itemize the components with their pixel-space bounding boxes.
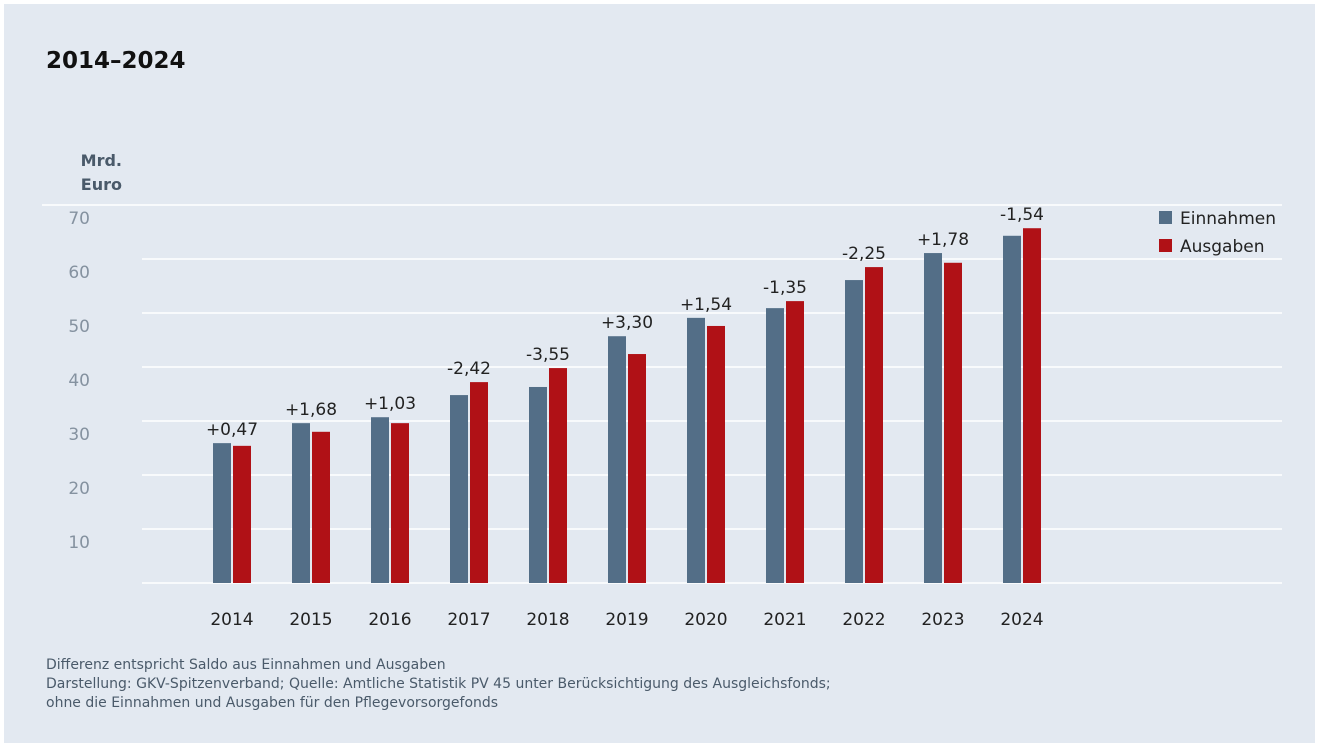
legend-label-ausgaben: Ausgaben	[1180, 237, 1265, 257]
x-tick-label: 2020	[684, 610, 727, 630]
legend-label-einnahmen: Einnahmen	[1180, 209, 1276, 229]
bar-ausgaben	[628, 354, 646, 583]
y-tick-label: 20	[68, 479, 90, 499]
bar-ausgaben	[391, 423, 409, 583]
x-tick-label: 2016	[368, 610, 411, 630]
y-tick-label: 50	[68, 317, 90, 337]
data-label: -1,54	[1000, 205, 1044, 225]
y-tick-label: 30	[68, 425, 90, 445]
data-label: +1,68	[285, 400, 337, 420]
bar-ausgaben	[944, 262, 962, 583]
x-tick-label: 2019	[605, 610, 648, 630]
footnote: ohne die Einnahmen und Ausgaben für den …	[46, 695, 499, 711]
bar-einnahmen	[450, 395, 468, 583]
bar-ausgaben	[707, 325, 725, 583]
bar-einnahmen	[529, 386, 547, 583]
chart-title: 2014–2024	[46, 48, 186, 74]
data-label: +3,30	[601, 313, 653, 333]
legend-swatch-ausgaben	[1159, 239, 1172, 252]
data-label: +1,78	[917, 230, 969, 250]
bar-ausgaben	[312, 431, 330, 583]
x-tick-label: 2023	[921, 610, 964, 630]
y-tick-label: 10	[68, 533, 90, 553]
footnotes: Differenz entspricht Saldo aus Einnahmen…	[46, 656, 831, 713]
bar-einnahmen	[924, 253, 942, 583]
bar-einnahmen	[845, 280, 863, 583]
bar-ausgaben	[233, 445, 251, 583]
footnote: Differenz entspricht Saldo aus Einnahmen…	[46, 657, 446, 673]
y-axis-label-line: Mrd.	[80, 151, 122, 170]
x-tick-label: 2017	[447, 610, 490, 630]
data-label: +1,54	[680, 295, 732, 315]
bar-ausgaben	[1023, 228, 1041, 583]
bar-ausgaben	[549, 368, 567, 583]
bar-ausgaben	[865, 267, 883, 583]
y-axis-label: Mrd. Euro	[64, 149, 122, 197]
bar-ausgaben	[786, 301, 804, 583]
data-label: +0,47	[206, 420, 258, 440]
bar-einnahmen	[371, 417, 389, 583]
bar-einnahmen	[687, 317, 705, 583]
chart-panel: 2014–2024 Mrd. Euro Differenz entspricht…	[4, 4, 1315, 743]
footnote: Darstellung: GKV-Spitzenverband; Quelle:…	[46, 676, 831, 692]
x-tick-label: 2022	[842, 610, 885, 630]
y-axis-label-line: Euro	[80, 175, 122, 194]
legend-swatch-einnahmen	[1159, 211, 1172, 224]
y-tick-label: 60	[68, 263, 90, 283]
data-label: -3,55	[526, 345, 570, 365]
x-tick-label: 2014	[210, 610, 253, 630]
x-tick-label: 2024	[1000, 610, 1043, 630]
data-label: +1,03	[364, 394, 416, 414]
bar-einnahmen	[1003, 235, 1021, 583]
x-tick-label: 2018	[526, 610, 569, 630]
y-tick-label: 40	[68, 371, 90, 391]
data-label: -2,25	[842, 244, 886, 264]
data-label: -2,42	[447, 359, 491, 379]
x-tick-label: 2015	[289, 610, 332, 630]
bar-ausgaben	[470, 382, 488, 583]
bar-einnahmen	[292, 423, 310, 583]
bar-einnahmen	[213, 443, 231, 583]
bar-einnahmen	[766, 308, 784, 583]
y-tick-label: 70	[68, 209, 90, 229]
x-tick-label: 2021	[763, 610, 806, 630]
bar-einnahmen	[608, 336, 626, 583]
data-label: -1,35	[763, 278, 807, 298]
